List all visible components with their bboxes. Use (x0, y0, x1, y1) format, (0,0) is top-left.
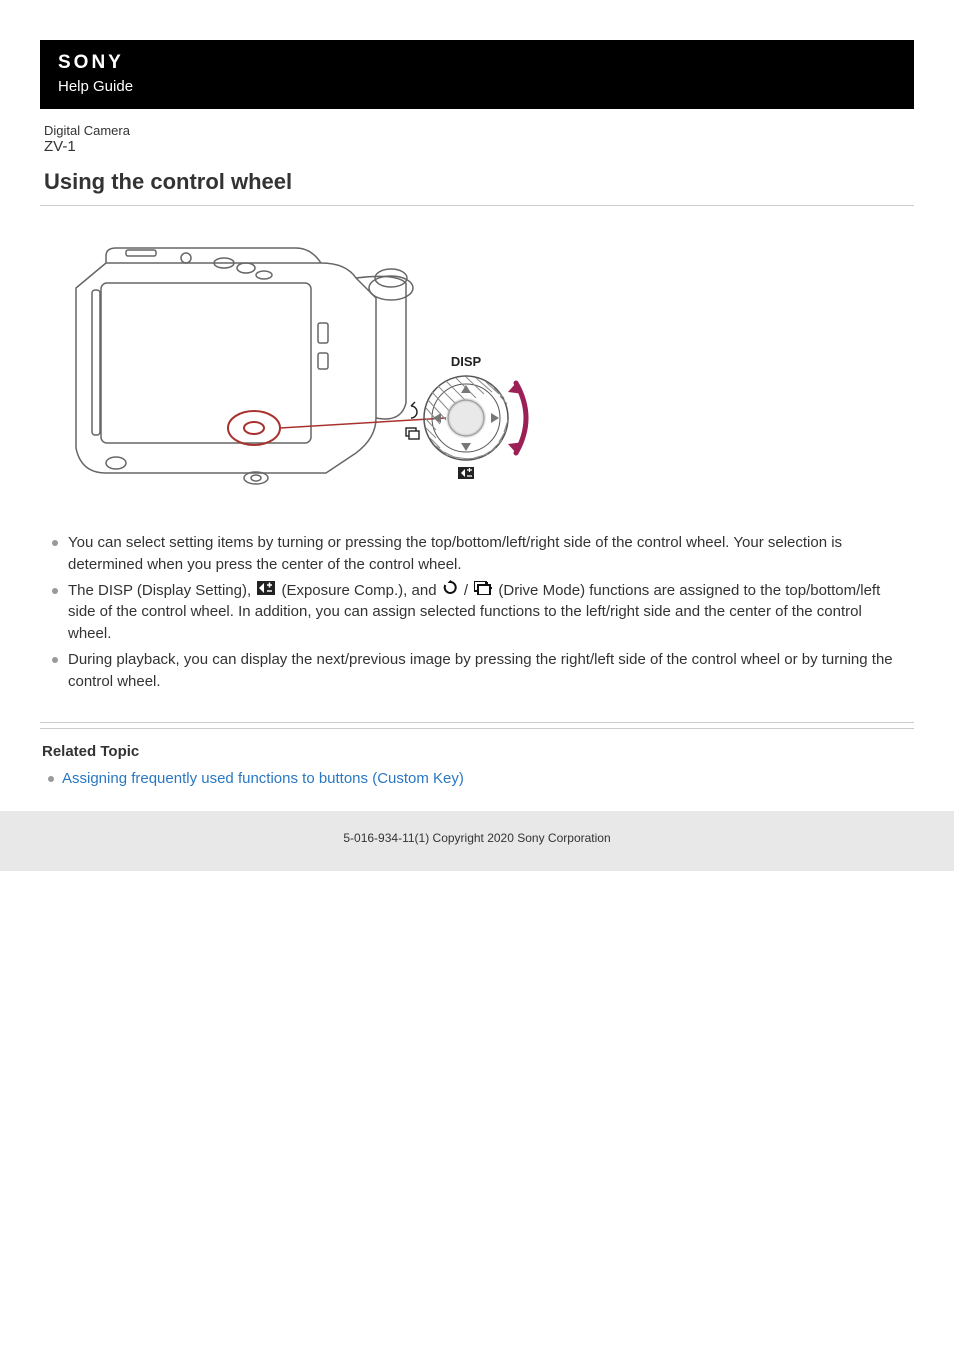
product-category: Digital Camera (44, 123, 910, 138)
bullet-text-pre: The DISP (Display Setting), (68, 582, 255, 599)
help-guide-label: Help Guide (58, 78, 896, 95)
exposure-comp-icon (257, 580, 275, 602)
related-topic-section: Related Topic Assigning frequently used … (40, 728, 914, 791)
bullet-item: During playback, you can display the nex… (46, 649, 908, 693)
page: SONY Help Guide Digital Camera ZV-1 Usin… (0, 0, 954, 871)
related-topic-heading: Related Topic (40, 743, 914, 760)
control-wheel-illustration: DISP (46, 228, 914, 512)
bullet-text-mid2: / (464, 582, 472, 599)
related-topic-list: Assigning frequently used functions to b… (40, 768, 914, 791)
self-timer-icon (443, 580, 458, 602)
bullet-item: You can select setting items by turning … (46, 532, 908, 576)
drive-mode-icon (474, 580, 492, 602)
camera-diagram-svg: DISP (46, 228, 536, 508)
description-list: You can select setting items by turning … (40, 532, 914, 692)
bullet-text-mid1: (Exposure Comp.), and (281, 582, 440, 599)
copyright-footer: 5-016-934-11(1) Copyright 2020 Sony Corp… (0, 811, 954, 871)
header-bar: SONY Help Guide (40, 40, 914, 109)
related-topic-item: Assigning frequently used functions to b… (44, 768, 914, 791)
bullet-text: You can select setting items by turning … (68, 534, 842, 573)
bullet-item: The DISP (Display Setting), (Exposure Co… (46, 580, 908, 645)
brand-logo: SONY (58, 52, 896, 74)
product-model: ZV-1 (44, 138, 910, 155)
bullet-text: During playback, you can display the nex… (68, 651, 893, 690)
disp-label: DISP (451, 354, 482, 369)
product-info: Digital Camera ZV-1 (40, 121, 914, 167)
page-title: Using the control wheel (40, 167, 914, 206)
related-topic-link[interactable]: Assigning frequently used functions to b… (62, 770, 464, 787)
